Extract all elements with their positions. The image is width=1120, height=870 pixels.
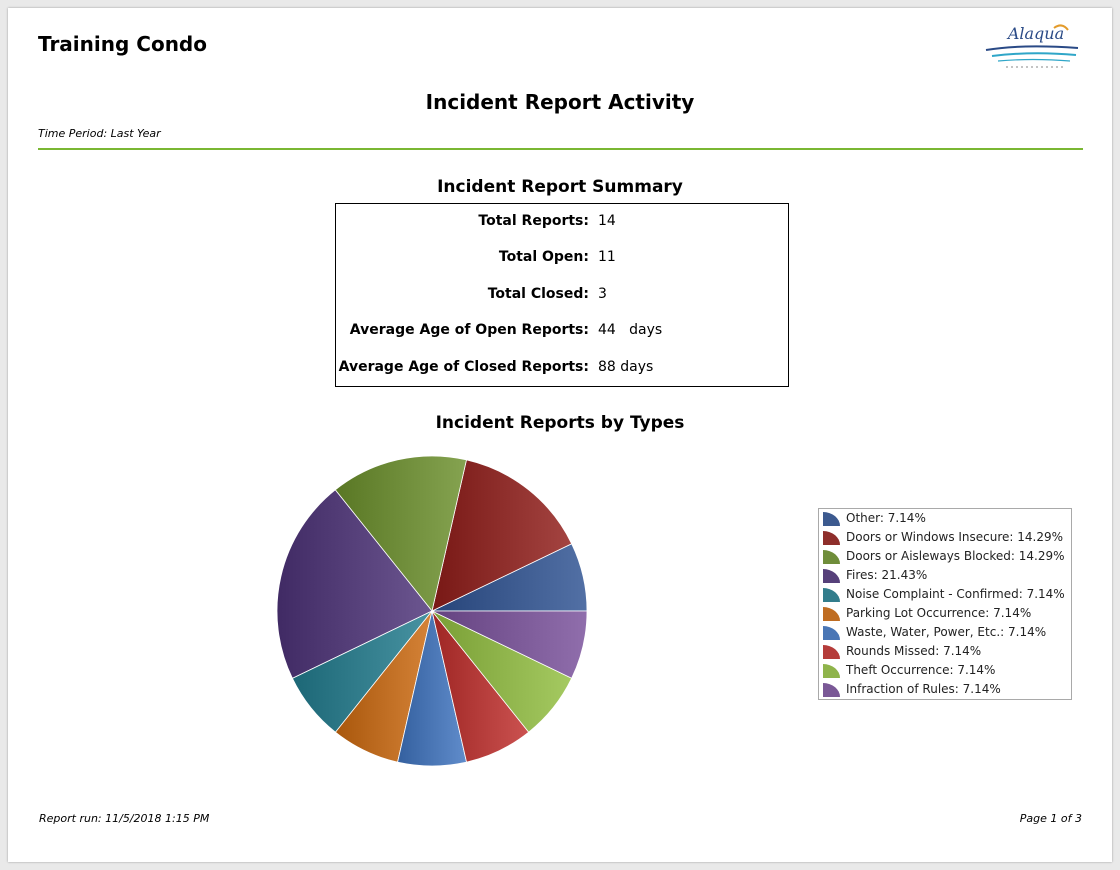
summary-row: Average Age of Open Reports: 44 days	[336, 322, 788, 342]
legend-item: Theft Occurrence: 7.14%	[823, 662, 1071, 680]
pie-slice-doors-or-windows-insecure	[431, 459, 573, 612]
pie-slice-doors-or-aisleways-blocked	[334, 455, 467, 612]
summary-label: Average Age of Open Reports:	[349, 322, 589, 338]
legend-swatch	[823, 607, 840, 621]
legend-swatch	[823, 531, 840, 545]
legend-item: Other: 7.14%	[823, 510, 1071, 528]
pie-chart	[276, 455, 588, 767]
summary-label: Total Closed:	[487, 286, 589, 302]
summary-label: Total Open:	[498, 249, 589, 265]
legend-item: Doors or Windows Insecure: 14.29%	[823, 529, 1071, 547]
legend-item: Fires: 21.43%	[823, 567, 1071, 585]
legend-item: Parking Lot Occurrence: 7.14%	[823, 605, 1071, 623]
legend-label: Infraction of Rules: 7.14%	[846, 682, 1001, 696]
legend-item: Doors or Aisleways Blocked: 14.29%	[823, 548, 1071, 566]
summary-value: 44 days	[598, 322, 663, 338]
summary-value: 11	[598, 249, 616, 265]
legend-label: Rounds Missed: 7.14%	[846, 644, 982, 658]
legend-swatch	[823, 626, 840, 640]
summary-label: Total Reports:	[478, 213, 589, 229]
summary-title: Incident Report Summary	[437, 177, 683, 197]
summary-label: Average Age of Closed Reports:	[338, 359, 589, 375]
legend-label: Parking Lot Occurrence: 7.14%	[846, 606, 1032, 620]
logo-wordmark: Alaqua	[1007, 24, 1065, 43]
summary-value: 88 days	[598, 359, 654, 375]
legend-label: Other: 7.14%	[846, 511, 926, 525]
legend-swatch	[823, 512, 840, 526]
organization-name: Training Condo	[38, 32, 207, 56]
legend-label: Fires: 21.43%	[846, 568, 928, 582]
page-number: Page 1 of 3	[1019, 812, 1082, 825]
summary-value: 3	[598, 286, 607, 302]
legend-swatch	[823, 550, 840, 564]
report-run-timestamp: Report run: 11/5/2018 1:15 PM	[39, 812, 210, 825]
header-divider	[38, 148, 1083, 150]
summary-value: 14	[598, 213, 616, 229]
legend-item: Waste, Water, Power, Etc.: 7.14%	[823, 624, 1071, 642]
legend-swatch	[823, 664, 840, 678]
pie-slice-fires	[276, 489, 433, 679]
chart-title: Incident Reports by Types	[435, 413, 685, 433]
legend-swatch	[823, 569, 840, 583]
legend-label: Waste, Water, Power, Etc.: 7.14%	[846, 625, 1047, 639]
summary-row: Average Age of Closed Reports: 88 days	[336, 359, 788, 379]
company-logo: Alaqua	[982, 24, 1086, 74]
summary-row: Total Reports: 14	[336, 213, 788, 233]
summary-row: Total Closed: 3	[336, 286, 788, 306]
legend-swatch	[823, 683, 840, 697]
report-page: Training Condo Alaqua Incident Report Ac…	[8, 8, 1112, 862]
report-title: Incident Report Activity	[425, 90, 695, 114]
legend-label: Theft Occurrence: 7.14%	[846, 663, 996, 677]
summary-box: Total Reports: 14 Total Open: 11 Total C…	[335, 203, 789, 387]
legend-item: Noise Complaint - Confirmed: 7.14%	[823, 586, 1071, 604]
legend-item: Infraction of Rules: 7.14%	[823, 681, 1071, 699]
summary-row: Total Open: 11	[336, 249, 788, 269]
chart-legend: Other: 7.14% Doors or Windows Insecure: 1…	[818, 508, 1072, 700]
time-period: Time Period: Last Year	[38, 127, 161, 140]
legend-swatch	[823, 645, 840, 659]
pie-slice-infraction-of-rules	[431, 610, 588, 679]
logo-swoosh-icon	[985, 24, 1079, 68]
legend-label: Noise Complaint - Confirmed: 7.14%	[846, 587, 1065, 601]
legend-label: Doors or Windows Insecure: 14.29%	[846, 530, 1064, 544]
legend-label: Doors or Aisleways Blocked: 14.29%	[846, 549, 1065, 563]
legend-item: Rounds Missed: 7.14%	[823, 643, 1071, 661]
legend-swatch	[823, 588, 840, 602]
